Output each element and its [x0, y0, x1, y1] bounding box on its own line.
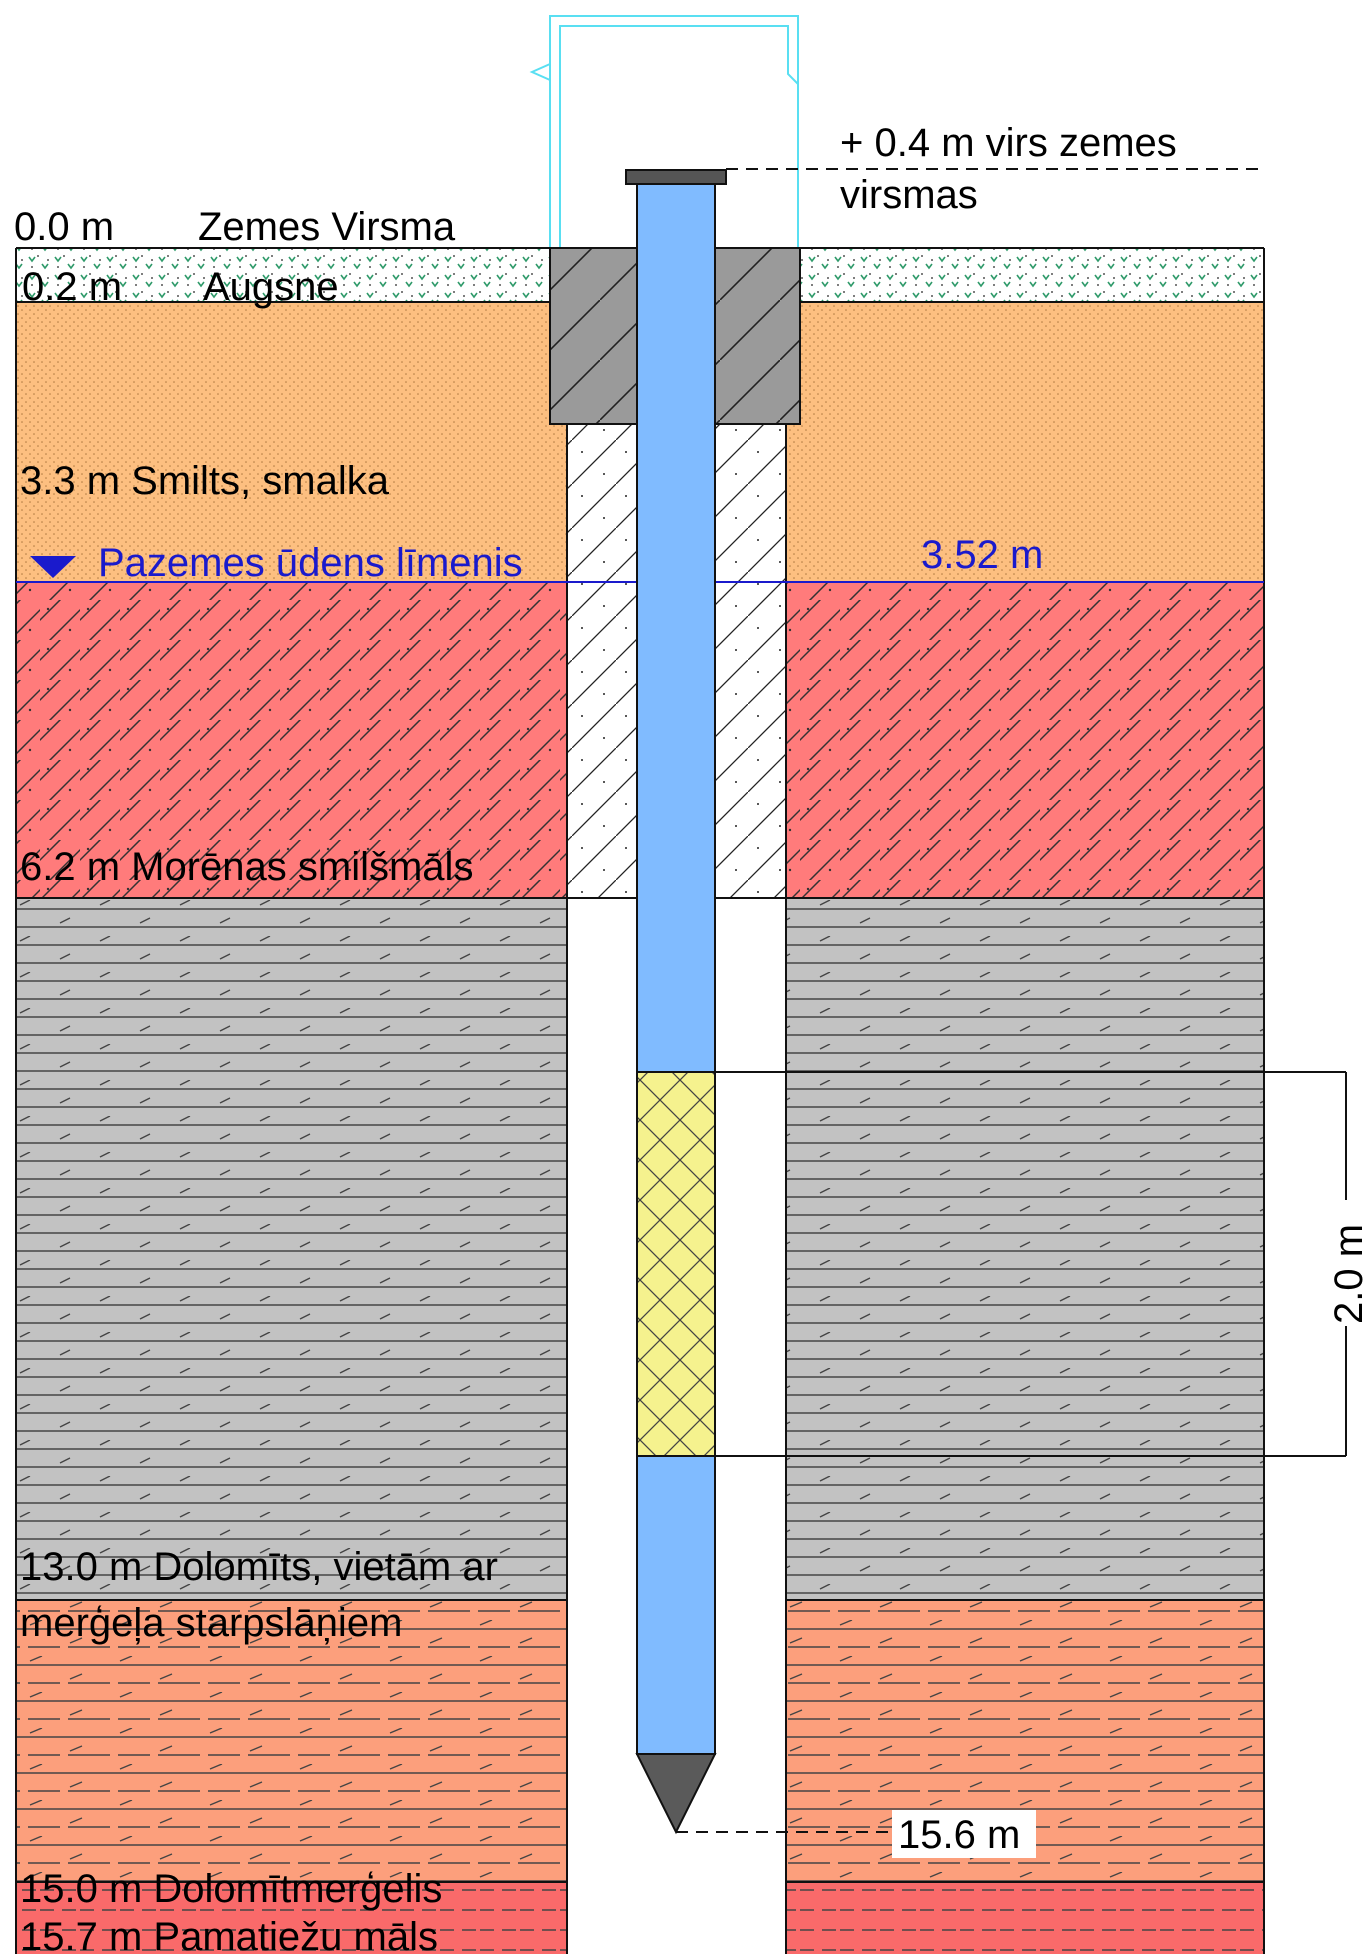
concrete-collar-left	[549, 247, 638, 425]
layer-bedrock-right	[786, 1882, 1264, 1954]
layer-soil-right	[800, 248, 1264, 302]
bedrock-layer-label: 15.7 m Pamatiežu māls	[20, 1915, 438, 1954]
sand-layer-label: 3.3 m Smilts, smalka	[20, 459, 390, 503]
annular-seal-left	[566, 423, 638, 899]
soil-name-label: Augsne	[203, 265, 339, 309]
screen-length-label: 2.0 m	[1327, 1224, 1371, 1324]
well-casing-pipe-lower	[636, 1455, 716, 1755]
well-screen	[636, 1071, 716, 1457]
protective-casing-outline	[529, 15, 799, 248]
layer-moraine-right	[786, 582, 1264, 898]
bottom-depth-label-bg	[892, 1810, 1036, 1858]
soil-depth-label: 0.2 m	[22, 265, 122, 309]
groundwater-depth-label: 3.52 m	[921, 533, 1043, 577]
moraine-layer-label: 6.2 m Morēnas smilšmāls	[20, 845, 473, 889]
layer-dolomite-left	[16, 898, 567, 1600]
marl-layer-label: 15.0 m Dolomītmerģelis	[20, 1867, 442, 1911]
surface-name-label: Zemes Virsma	[198, 205, 456, 249]
groundwater-label: Pazemes ūdens līmenis	[98, 541, 523, 585]
layer-sand-right	[786, 302, 1264, 582]
layer-sand-left	[16, 302, 567, 582]
screen-length-label-bg	[1322, 1200, 1370, 1326]
annular-seal-right	[714, 423, 787, 899]
concrete-collar-right	[714, 247, 801, 425]
layer-dolomite-right	[786, 898, 1264, 1600]
layer-bedrock-left	[16, 1882, 567, 1954]
well-casing-pipe-upper	[636, 181, 716, 1073]
above-ground-label-line2: virsmas	[840, 173, 978, 217]
dolomite-layer-label-line2: merģeļa starpslāņiem	[20, 1601, 402, 1645]
layer-marl-left	[16, 1600, 567, 1882]
layer-moraine-left	[16, 582, 567, 898]
well-cap	[625, 169, 727, 185]
layer-soil-left	[16, 248, 549, 302]
bottom-depth-label: 15.6 m	[898, 1813, 1020, 1857]
triangle-down-icon	[30, 556, 76, 578]
dolomite-layer-label-line1: 13.0 m Dolomīts, vietām ar	[20, 1545, 498, 1589]
surface-depth-label: 0.0 m	[14, 205, 114, 249]
above-ground-label-line1: + 0.4 m virs zemes	[840, 121, 1177, 165]
well-pipe-tip	[635, 1753, 717, 1835]
